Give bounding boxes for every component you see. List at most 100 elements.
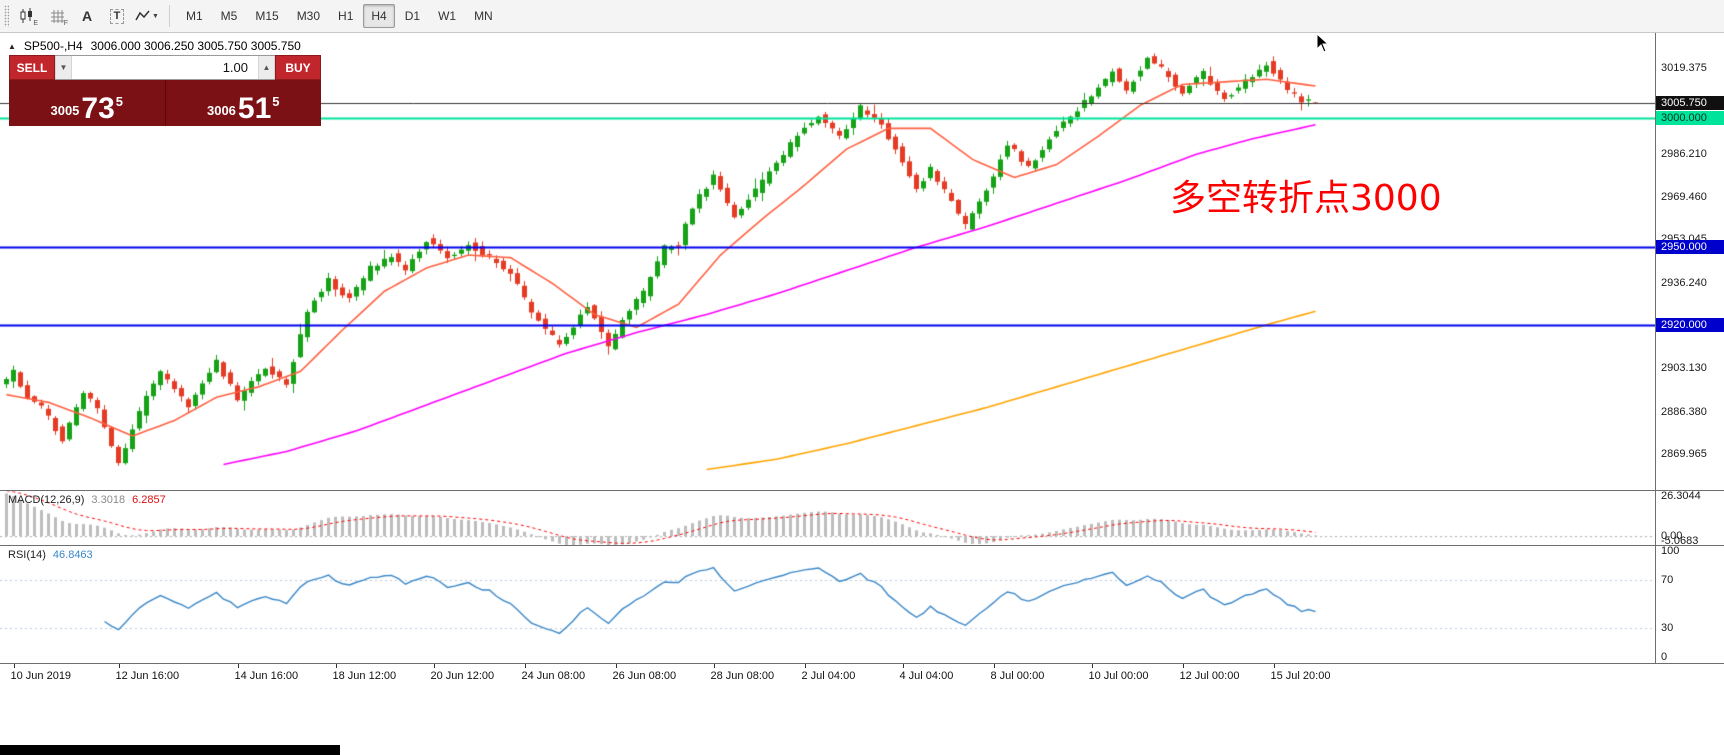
bottom-window-strip <box>0 745 340 755</box>
timeframe-button-m1[interactable]: M1 <box>178 4 211 28</box>
macd-label: MACD(12,26,9) 3.3018 6.2857 <box>8 494 166 506</box>
timeframe-button-d1[interactable]: D1 <box>397 4 428 28</box>
time-axis-label: 10 Jul 00:00 <box>1088 670 1149 682</box>
timeframe-button-mn[interactable]: MN <box>466 4 501 28</box>
rsi-value: 46.8463 <box>52 549 93 561</box>
price-tick-label: 2903.130 <box>1661 362 1707 375</box>
toolbar-separator <box>169 5 170 27</box>
rsi-name: RSI(14) <box>8 549 46 561</box>
time-axis-label: 10 Jun 2019 <box>10 670 72 682</box>
collapse-chart-icon[interactable]: ▲ <box>8 41 16 51</box>
grid-icon[interactable]: F <box>43 4 71 28</box>
time-tick <box>993 664 995 668</box>
timeframe-button-m30[interactable]: M30 <box>289 4 328 28</box>
time-tick <box>118 664 120 668</box>
volume-input[interactable] <box>72 56 258 79</box>
time-axis-label: 18 Jun 12:00 <box>332 670 397 682</box>
time-tick <box>433 664 435 668</box>
time-tick <box>237 664 239 668</box>
time-axis[interactable]: 10 Jun 2019 12 Jun 16:00 14 Jun 16:00 18 Ju… <box>0 663 1724 685</box>
timeframe-button-m5[interactable]: M5 <box>213 4 246 28</box>
buy-price-prefix: 3006 <box>206 103 236 118</box>
buy-price-pips: 51 <box>237 91 272 125</box>
price-scale[interactable]: 3019.3752986.2102969.4602953.0452936.240… <box>1655 33 1724 663</box>
macd-scale-label: 0.00 <box>1661 530 1683 543</box>
timeframe-button-h1[interactable]: H1 <box>330 4 361 28</box>
sell-price[interactable]: 3005 73 5 <box>9 80 165 126</box>
sell-price-pips: 73 <box>81 91 115 125</box>
buy-button[interactable]: BUY <box>275 55 321 80</box>
time-tick <box>902 664 904 668</box>
chart-window: 3019.3752986.2102969.4602953.0452936.240… <box>0 33 1724 755</box>
price-tick-label: 3019.375 <box>1661 61 1707 74</box>
macd-panel-separator[interactable] <box>0 490 1724 491</box>
price-tick-label: 2869.965 <box>1661 448 1707 461</box>
rsi-scale-label: 70 <box>1661 574 1674 587</box>
rsi-canvas[interactable] <box>0 545 1655 663</box>
rsi-scale-label: 100 <box>1661 545 1680 557</box>
time-tick <box>524 664 526 668</box>
time-axis-label: 8 Jul 00:00 <box>990 670 1045 682</box>
price-badge-3005.750: 3005.750 <box>1656 96 1724 111</box>
buy-price[interactable]: 3006 51 5 <box>166 80 322 126</box>
chart-title: ▲ SP500-,H4 3006.000 3006.250 3005.750 3… <box>8 39 301 53</box>
time-axis-label: 28 Jun 08:00 <box>710 670 775 682</box>
volume-field: ▼ ▲ <box>55 55 275 80</box>
drawing-tools-icon[interactable]: ▼ <box>133 4 161 28</box>
time-axis-label: 12 Jul 00:00 <box>1179 670 1240 682</box>
price-tick-label: 2969.460 <box>1661 190 1707 203</box>
time-tick <box>1182 664 1184 668</box>
chart-style-icon[interactable]: E <box>13 4 41 28</box>
time-axis-label: 24 Jun 08:00 <box>521 670 586 682</box>
time-axis-label: 26 Jun 08:00 <box>612 670 677 682</box>
macd-value-signal: 6.2857 <box>132 494 166 506</box>
toolbar: E F A T ▼ M1 M5 M15 M30 H1 H4 D1 W1 MN <box>0 0 1724 33</box>
time-axis-label: 12 Jun 16:00 <box>115 670 180 682</box>
chart-symbol-period: SP500-,H4 <box>23 39 83 53</box>
macd-name: MACD(12,26,9) <box>8 494 85 506</box>
timeframe-button-m15[interactable]: M15 <box>247 4 286 28</box>
time-tick <box>13 664 15 668</box>
price-badge-2950.000: 2950.000 <box>1656 240 1724 255</box>
time-tick <box>1273 664 1275 668</box>
time-axis-label: 2 Jul 04:00 <box>801 670 856 682</box>
toolbar-icons: E F A T ▼ <box>13 4 161 28</box>
rsi-scale-label: 0 <box>1661 651 1668 663</box>
mouse-cursor-icon <box>1316 33 1330 53</box>
trade-panel-controls: SELL ▼ ▲ BUY <box>9 55 321 80</box>
price-badge-2920.000: 2920.000 <box>1656 317 1724 332</box>
volume-decrease-icon[interactable]: ▼ <box>55 56 72 79</box>
volume-increase-icon[interactable]: ▲ <box>258 56 275 79</box>
timeframe-button-h4[interactable]: H4 <box>363 4 395 28</box>
time-tick <box>1091 664 1093 668</box>
timeframe-button-w1[interactable]: W1 <box>430 4 464 28</box>
time-axis-line <box>0 663 1724 664</box>
price-tick-label: 2886.380 <box>1661 405 1707 418</box>
time-axis-label: 20 Jun 12:00 <box>430 670 495 682</box>
time-tick <box>615 664 617 668</box>
time-axis-label: 4 Jul 04:00 <box>899 670 954 682</box>
timeframe-buttons: M1 M5 M15 M30 H1 H4 D1 W1 MN <box>178 4 501 28</box>
text-label-tool-icon[interactable]: T <box>103 4 131 28</box>
sell-price-prefix: 3005 <box>50 103 80 118</box>
macd-scale-label: -5.0683 <box>1661 535 1699 547</box>
trade-panel-prices: 3005 73 5 3006 51 5 <box>9 80 321 126</box>
one-click-trading-panel: SELL ▼ ▲ BUY 3005 73 5 3006 51 5 <box>9 55 321 126</box>
macd-value-main: 3.3018 <box>91 494 126 506</box>
rsi-scale-label: 30 <box>1661 621 1674 634</box>
price-tick-label: 2986.210 <box>1661 147 1707 160</box>
time-axis-label: 14 Jun 16:00 <box>234 670 299 682</box>
macd-canvas[interactable] <box>0 490 1655 545</box>
rsi-panel-separator[interactable] <box>0 545 1724 546</box>
trade-panel-divider <box>164 80 166 126</box>
time-tick <box>713 664 715 668</box>
toolbar-grip[interactable] <box>4 5 9 27</box>
chart-ohlc-values: 3006.000 3006.250 3005.750 3005.750 <box>90 39 301 53</box>
price-badge-3000.000: 3000.000 <box>1656 111 1724 126</box>
time-axis-label: 15 Jul 20:00 <box>1270 670 1331 682</box>
macd-scale-label: 26.3044 <box>1661 490 1701 502</box>
buy-price-point: 5 <box>272 94 280 109</box>
sell-button[interactable]: SELL <box>9 55 55 80</box>
time-tick <box>804 664 806 668</box>
text-tool-icon[interactable]: A <box>73 4 101 28</box>
